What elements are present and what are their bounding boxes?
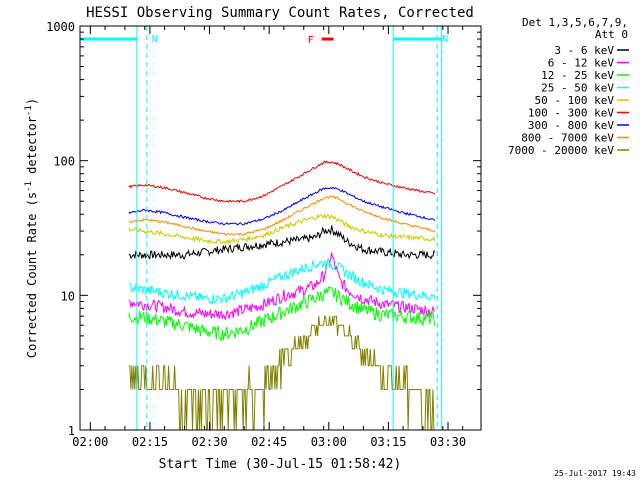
y-tick-label: 10 (61, 289, 75, 303)
y-tick-label: 100 (53, 155, 75, 169)
x-axis-label: Start Time (30-Jul-15 01:58:42) (159, 457, 402, 472)
series-line (128, 286, 436, 343)
legend-label: 800 - 7000 keV (521, 132, 614, 145)
x-tick-label: 03:30 (430, 435, 466, 449)
series-line (128, 160, 436, 204)
plot-frame (79, 25, 482, 431)
axes: 02:00 02:15 02:30 02:45 03:00 03:15 03:30 1 10 10… (46, 20, 481, 449)
x-tick-label: 02:15 (132, 435, 168, 449)
saa-marker-label: N (152, 34, 158, 45)
legend-label: 3 - 6 keV (554, 44, 614, 57)
legend-label: 6 - 12 keV (548, 57, 615, 70)
detector-info-line-2: Att 0 (595, 28, 628, 41)
legend-label: 7000 - 20000 keV (508, 144, 614, 157)
series-line (128, 258, 436, 305)
y-tick-label: 1 (68, 424, 75, 438)
series-line (128, 212, 436, 246)
x-tick-label: 02:45 (251, 435, 287, 449)
detector-info-line-1: Det 1,3,5,6,7,9, (522, 16, 628, 29)
legend-label: 50 - 100 keV (535, 94, 615, 107)
x-tick-label: 02:30 (191, 435, 227, 449)
footer-date: 25-Jul-2017 19:43 (554, 469, 636, 478)
saa-marker-label: N (442, 34, 448, 45)
series-line (128, 186, 436, 226)
flare-label: F (308, 35, 314, 46)
legend-label: 12 - 25 keV (541, 69, 614, 82)
series-line (128, 195, 436, 236)
y-axis-label: Corrected Count Rate (s-1 detector-1) (24, 98, 39, 358)
legend-label: 25 - 50 keV (541, 82, 614, 95)
x-tick-label: 03:15 (370, 435, 406, 449)
x-tick-label: 02:00 (72, 435, 108, 449)
x-tick-label: 03:00 (311, 435, 347, 449)
series-line (128, 252, 436, 320)
legend-label: 300 - 800 keV (528, 119, 614, 132)
chart-title: HESSI Observing Summary Count Rates, Cor… (86, 5, 474, 21)
legend-label: 100 - 300 keV (528, 107, 614, 120)
y-tick-label: 1000 (46, 20, 75, 34)
series-line (128, 225, 436, 261)
